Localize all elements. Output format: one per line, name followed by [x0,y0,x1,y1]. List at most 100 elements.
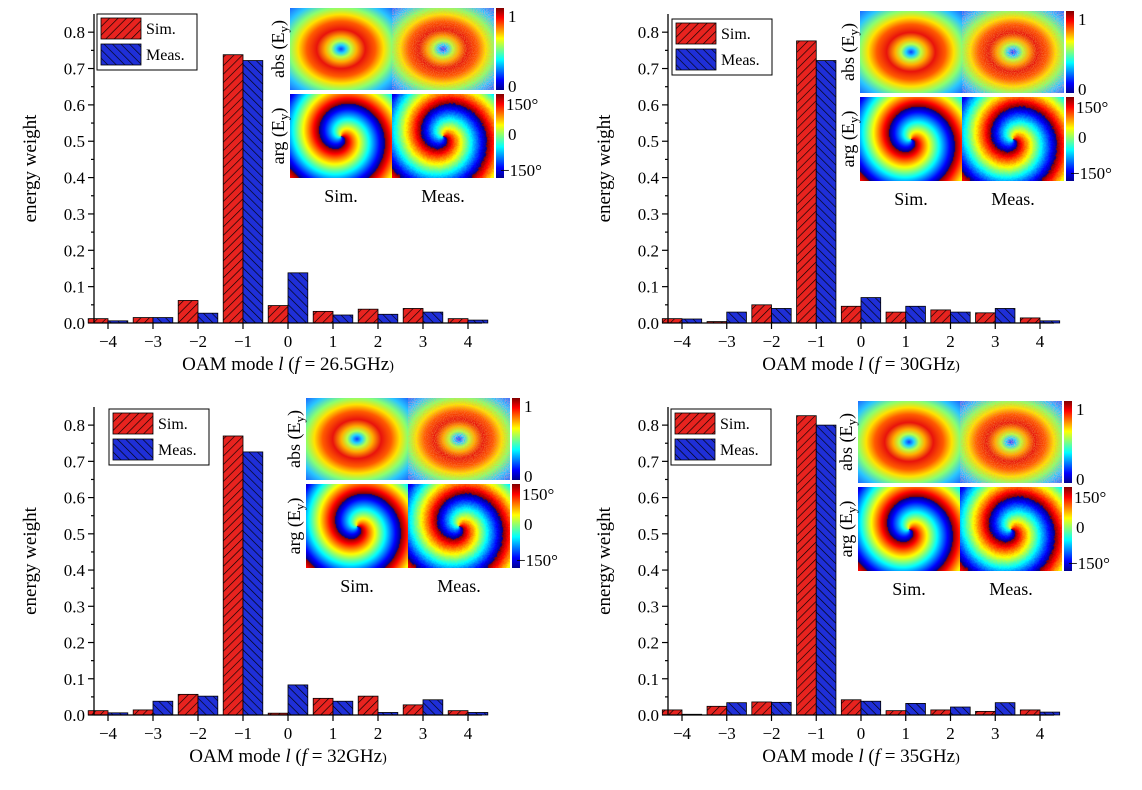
bar-sim [133,318,153,323]
phase-colorbar-mid: 0 [524,515,533,534]
bar-sim [178,694,198,715]
bar-sim [752,305,772,323]
y-axis-title: energy weight [594,506,615,615]
x-tick-label: −4 [673,724,692,743]
x-tick-label: −2 [189,332,207,351]
bar-meas [333,315,353,323]
x-tick-label: −3 [718,332,736,351]
inset-field-maps: 10150°0−150°abs (Ey)arg (Ey)Sim. Meas. [284,397,558,596]
phase-map-sim [306,484,408,568]
bar-meas [816,61,836,323]
bar-sim [707,706,727,715]
bar-meas [423,700,443,715]
bar-meas [906,306,926,323]
bar-sim [797,41,817,323]
legend-swatch-sim [101,18,141,39]
y-tick-label: 0.0 [64,706,85,725]
inset-caption-meas: Meas. [989,579,1033,599]
phase-colorbar-max: 150° [1074,488,1106,507]
x-tick-label: 0 [284,724,293,743]
x-tick-label: 3 [419,332,428,351]
bar-sim [841,700,861,715]
x-tick-label: 1 [902,332,911,351]
phase-colorbar-mid: 0 [1076,518,1085,537]
bar-sim [662,710,682,715]
y-axis-title: energy weight [594,114,615,223]
y-tick-label: 0.3 [638,205,659,224]
x-tick-label: −4 [99,332,118,351]
x-tick-label: −2 [189,724,207,743]
bar-sim [88,319,108,323]
phase-colorbar-max: 150° [1076,98,1108,117]
bar-sim [403,308,423,323]
phase-map-meas [408,484,510,568]
chart-panel: 0.0 0.1 0.2 0.3 0.4 0.5 0.6 0.7 0.8 −4 −3 −2 −1 0 1 2 3 4… [20,397,558,767]
phase-colorbar-min: −150° [516,551,558,570]
bar-meas [288,685,308,715]
legend-label-sim: Sim. [146,21,176,38]
phase-colorbar-min: −150° [1068,554,1110,573]
y-tick-label: 0.8 [64,416,85,435]
phase-map-sim [290,94,392,178]
x-tick-label: −1 [807,332,825,351]
phase-colorbar-min: −150° [1070,164,1112,183]
bar-sim [931,310,951,323]
y-tick-label: 0.2 [64,634,85,653]
y-tick-label: 0.1 [638,670,659,689]
y-tick-label: 0.4 [64,561,86,580]
x-tick-label: −4 [99,724,118,743]
bar-meas [995,308,1015,323]
amplitude-colorbar [1066,11,1074,93]
bar-sim [268,306,288,323]
x-tick-label: 2 [946,332,955,351]
y-tick-label: 0.3 [64,597,85,616]
y-tick-label: 0.0 [64,314,85,333]
y-tick-label: 0.0 [638,706,659,725]
amplitude-colorbar [496,8,504,90]
y-tick-label: 0.2 [638,241,659,260]
amplitude-colorbar-max: 1 [508,7,517,26]
bar-sim [1020,318,1040,323]
y-tick-label: 0.7 [638,452,660,471]
amplitude-label: abs (Ey) [284,410,307,468]
legend: Sim. Meas. [672,19,772,75]
amplitude-map-meas [960,401,1062,483]
x-axis-title: OAM mode l (f = 26.5GHz) [182,354,394,375]
legend-swatch-meas [113,439,153,460]
x-axis-title: OAM mode l (f = 32GHz) [189,746,387,767]
bar-sim [931,710,951,715]
x-axis-title: OAM mode l (f = 30GHz) [762,354,960,375]
amplitude-colorbar-min: 0 [1076,470,1085,489]
bar-meas [378,314,398,323]
x-tick-label: 2 [374,332,383,351]
inset-field-maps: 10150°0−150°abs (Ey)arg (Ey)Sim. Meas. [838,10,1112,209]
inset-caption-meas: Meas. [421,186,465,206]
x-tick-label: −1 [807,724,825,743]
phase-label: arg (Ey) [838,111,861,168]
x-tick-label: 4 [1036,332,1045,351]
chart-panel: 0.0 0.1 0.2 0.3 0.4 0.5 0.6 0.7 0.8 −4 −3 −2 −1 0 1 2 3 4… [594,10,1112,375]
inset-field-maps: 10150°0−150°abs (Ey)arg (Ey)Sim. Meas. [268,7,542,206]
phase-colorbar-min: −150° [500,161,542,180]
y-tick-label: 0.5 [64,525,85,544]
bar-meas [816,425,836,715]
legend: Sim. Meas. [109,409,209,465]
y-tick-label: 0.7 [64,452,86,471]
x-tick-label: 0 [857,724,866,743]
bar-sim [88,711,108,715]
phase-label: arg (Ey) [836,501,859,558]
x-tick-label: 2 [946,724,955,743]
amplitude-label: abs (Ey) [836,413,859,471]
legend-label-meas: Meas. [158,442,197,459]
bar-meas [198,696,218,715]
inset-caption-sim: Sim. [894,189,928,209]
y-tick-label: 0.8 [638,416,659,435]
amplitude-colorbar-min: 0 [524,467,533,486]
x-tick-label: −1 [234,332,252,351]
bar-meas [772,702,792,715]
phase-map-sim [858,487,960,571]
y-tick-label: 0.8 [638,23,659,42]
phase-map-sim [860,97,962,181]
bar-sim [886,711,906,715]
x-tick-label: 1 [902,724,911,743]
